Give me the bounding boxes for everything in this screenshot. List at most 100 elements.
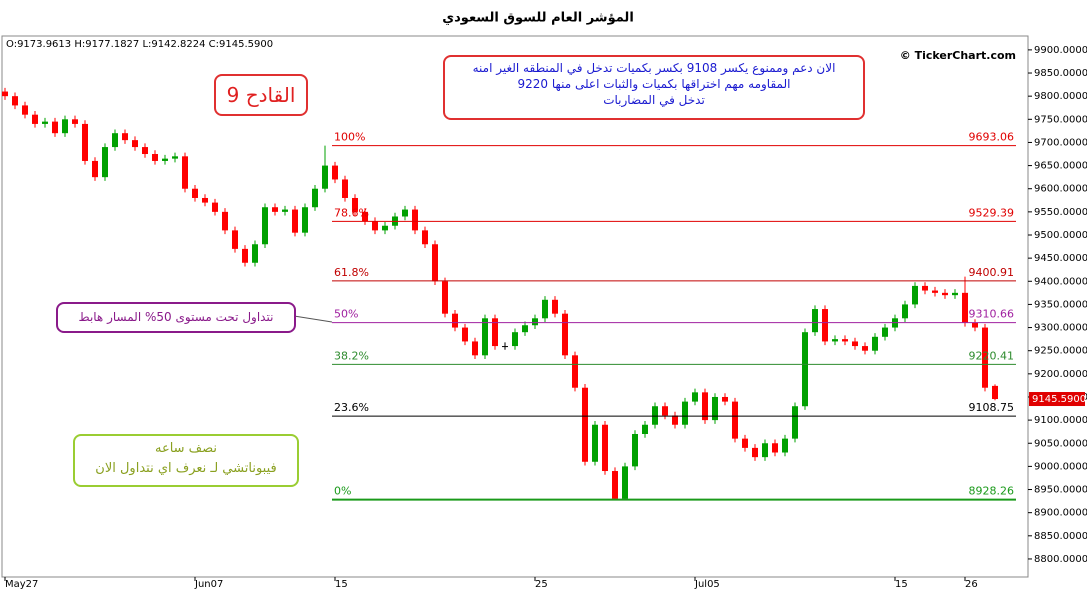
y-tick-label: 9250.0000 <box>1034 346 1087 357</box>
x-tick-label: 25 <box>535 579 548 590</box>
candle-body <box>232 230 238 249</box>
note-line: الان دعم وممنوع يكسر 9108 بكسر بكميات تد… <box>472 61 836 75</box>
candle-body <box>962 292 968 323</box>
x-tick-label: Jul05 <box>694 579 720 590</box>
y-tick-label: 9200.0000 <box>1034 369 1087 380</box>
timeframe-box: نصف ساعه فيبوناتشي لـ نعرف اي نتداول الا… <box>73 434 299 487</box>
candle-body <box>772 443 778 453</box>
fib-label: 0% <box>334 485 351 498</box>
candle-body <box>352 197 358 212</box>
candle-body <box>952 292 958 296</box>
watermark: © TickerChart.com <box>900 49 1016 62</box>
y-tick-label: 9500.0000 <box>1034 230 1087 241</box>
candle-body <box>362 211 368 222</box>
candle-body <box>252 244 258 263</box>
candle-body <box>512 332 518 347</box>
candle-body <box>412 209 418 231</box>
candle-body <box>62 119 68 134</box>
candle-body <box>782 438 788 453</box>
y-tick-label: 9450.0000 <box>1034 253 1087 264</box>
candle-body <box>202 197 208 203</box>
candle-body <box>402 209 408 217</box>
candle-body <box>832 339 838 342</box>
candle-body <box>172 156 178 159</box>
candle-body <box>432 244 438 282</box>
trend-box: نتداول تحت مستوى 50% المسار هابط <box>56 302 296 333</box>
candle-body <box>452 313 458 328</box>
fib-value: 9529.39 <box>969 206 1015 219</box>
x-tick-label: Jun07 <box>194 579 223 590</box>
fib-label: 23.6% <box>334 401 369 414</box>
y-tick-label: 9000.0000 <box>1034 461 1087 472</box>
candle-body <box>492 318 498 347</box>
candle-body <box>982 327 988 388</box>
candle-body <box>382 225 388 231</box>
y-tick-label: 9900.0000 <box>1034 45 1087 56</box>
candle-body <box>662 406 668 416</box>
candle-body <box>582 387 588 462</box>
candle-body <box>92 160 98 178</box>
candle-body <box>612 471 618 499</box>
y-tick-label: 8800.0000 <box>1034 554 1087 565</box>
candle-body <box>842 339 848 342</box>
note-line: المقاومه مهم اختراقها بكميات والثبات اعل… <box>517 77 791 91</box>
candle-body <box>822 309 828 342</box>
candle-body <box>12 96 18 106</box>
candle-body <box>422 230 428 245</box>
candle-body <box>112 133 118 148</box>
candle-body <box>532 318 538 326</box>
y-tick-label: 8900.0000 <box>1034 508 1087 519</box>
y-tick-label: 9550.0000 <box>1034 207 1087 218</box>
candle-body <box>142 147 148 155</box>
candle-body <box>522 325 528 333</box>
candle-body <box>712 396 718 421</box>
y-tick-label: 9850.0000 <box>1034 68 1087 79</box>
fib-value: 8928.26 <box>969 485 1015 498</box>
y-tick-label: 9700.0000 <box>1034 137 1087 148</box>
candle-body <box>902 304 908 319</box>
candle-body <box>622 466 628 499</box>
candle-body <box>992 385 998 400</box>
last-price-label: 9145.5900 <box>1032 394 1086 405</box>
candle-body <box>262 207 268 245</box>
y-tick-label: 9800.0000 <box>1034 91 1087 102</box>
candle-body <box>242 248 248 263</box>
candle-body <box>322 165 328 189</box>
candle-body <box>702 392 708 421</box>
candle-body <box>742 438 748 448</box>
y-tick-label: 9100.0000 <box>1034 415 1087 426</box>
candle-body <box>442 281 448 314</box>
trend-pointer <box>293 315 333 323</box>
candle-body <box>692 392 698 402</box>
y-tick-label: 9300.0000 <box>1034 323 1087 334</box>
candle-body <box>2 91 8 97</box>
candle-body <box>502 346 508 348</box>
y-tick-label: 9350.0000 <box>1034 299 1087 310</box>
y-tick-label: 9600.0000 <box>1034 184 1087 195</box>
candle-body <box>572 355 578 388</box>
candle-body <box>552 299 558 314</box>
y-tick-label: 8950.0000 <box>1034 485 1087 496</box>
candle-body <box>42 121 48 124</box>
fib-label: 100% <box>334 131 365 144</box>
y-tick-label: 8850.0000 <box>1034 531 1087 542</box>
candle-body <box>672 415 678 425</box>
timeframe-line: فيبوناتشي لـ نعرف اي نتداول الان <box>95 461 277 476</box>
y-tick-label: 9400.0000 <box>1034 276 1087 287</box>
candle-body <box>212 202 218 212</box>
chart-title: المؤشر العام للسوق السعودي <box>442 11 634 26</box>
candle-body <box>642 424 648 434</box>
candle-body <box>302 207 308 233</box>
candle-body <box>752 447 758 458</box>
candle-body <box>592 424 598 462</box>
x-tick-label: May27 <box>5 579 38 590</box>
plot-frame <box>1 35 1029 578</box>
candle-body <box>312 188 318 208</box>
last-price-box <box>1029 392 1085 407</box>
candle-body <box>272 207 278 212</box>
fib-value: 9310.66 <box>969 308 1015 321</box>
candle-body <box>942 292 948 296</box>
candle-body <box>682 401 688 425</box>
candle-body <box>792 406 798 439</box>
